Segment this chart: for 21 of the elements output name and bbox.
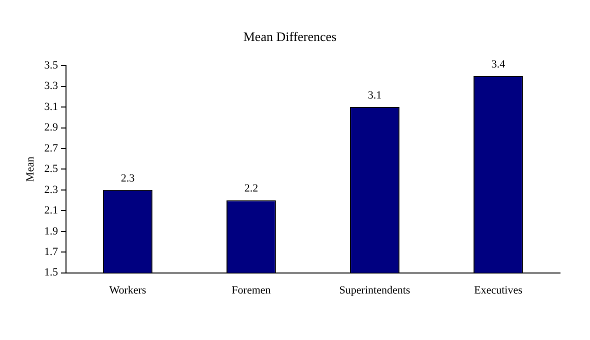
data-label: 2.3	[120, 172, 136, 184]
y-tick-label: 3.3	[44, 80, 58, 92]
y-tick-label: 1.7	[44, 246, 58, 258]
y-tick-label: 1.9	[44, 225, 58, 238]
y-axis-title: Mean	[24, 156, 36, 182]
y-tick-label: 3.5	[44, 59, 58, 72]
y-tick-label: 1.5	[44, 266, 58, 279]
data-label: 3.4	[491, 58, 506, 70]
x-tick-label: Workers	[109, 284, 146, 296]
chart-title: Mean Differences	[243, 29, 337, 44]
y-tick-label: 2.1	[44, 204, 58, 217]
y-tick-label: 2.3	[44, 184, 58, 196]
y-tick-label: 2.5	[44, 163, 58, 176]
y-tick-label: 2.9	[44, 122, 58, 134]
data-label: 3.1	[368, 89, 382, 102]
y-tick-label: 3.1	[44, 100, 58, 113]
x-tick-label: Foremen	[232, 284, 272, 296]
y-tick-label: 2.7	[44, 142, 58, 154]
x-tick-label: Executives	[474, 284, 522, 296]
x-tick-label: Superintendents	[339, 284, 410, 296]
data-label: 2.2	[244, 182, 258, 195]
